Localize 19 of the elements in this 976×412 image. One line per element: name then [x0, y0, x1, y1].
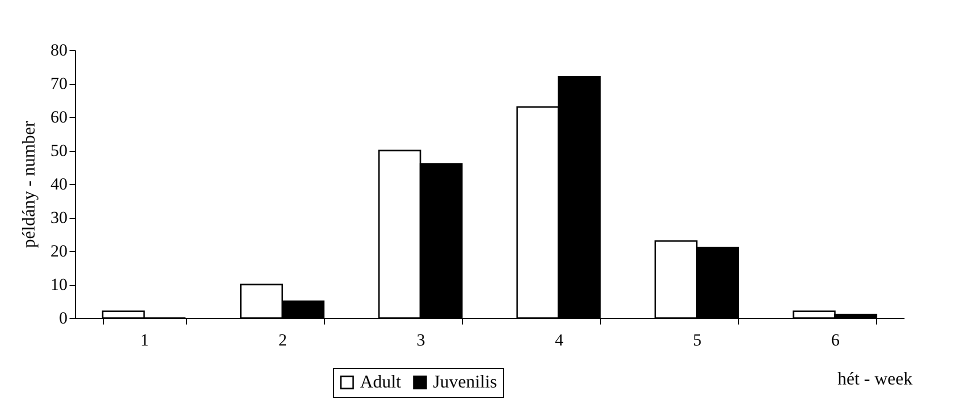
legend-label: Juvenilis — [433, 371, 498, 392]
y-tick-label: 10 — [50, 275, 68, 294]
y-tick-label: 60 — [50, 108, 68, 126]
x-tick-label: 3 — [416, 330, 426, 350]
y-tick-label: 50 — [50, 141, 68, 160]
x-tick-label: 4 — [554, 330, 564, 350]
x-tick-label: 2 — [278, 330, 287, 350]
x-tick-label: 6 — [831, 330, 840, 350]
legend-label: Adult — [360, 371, 402, 392]
x-tick-label: 5 — [693, 330, 702, 350]
y-tick-label: 20 — [50, 242, 68, 260]
y-tick-label: 80 — [50, 40, 68, 60]
y-tick-label: 0 — [59, 308, 68, 328]
y-tick-label: 70 — [50, 74, 68, 93]
x-axis-title: hét - week — [838, 368, 912, 388]
y-tick-label: 40 — [50, 174, 68, 194]
y-tick-label: 30 — [50, 208, 68, 227]
y-axis-title: példány - number — [18, 121, 38, 248]
x-tick-label: 1 — [140, 330, 149, 350]
